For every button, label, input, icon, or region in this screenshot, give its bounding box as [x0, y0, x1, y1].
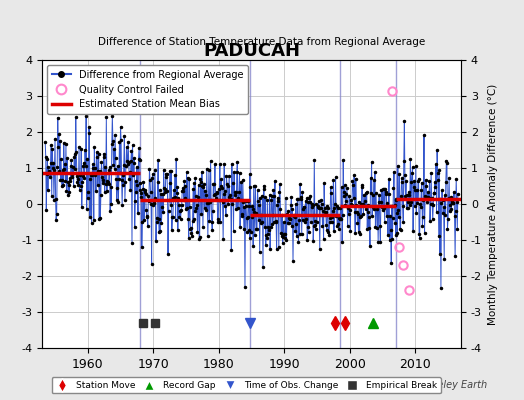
Title: PADUCAH: PADUCAH: [203, 42, 300, 60]
Legend: Difference from Regional Average, Quality Control Failed, Estimated Station Mean: Difference from Regional Average, Qualit…: [47, 65, 248, 114]
Text: Difference of Station Temperature Data from Regional Average: Difference of Station Temperature Data f…: [99, 37, 425, 47]
Legend: Station Move, Record Gap, Time of Obs. Change, Empirical Break: Station Move, Record Gap, Time of Obs. C…: [51, 377, 441, 394]
Text: Berkeley Earth: Berkeley Earth: [415, 380, 487, 390]
Y-axis label: Monthly Temperature Anomaly Difference (°C): Monthly Temperature Anomaly Difference (…: [487, 83, 497, 325]
